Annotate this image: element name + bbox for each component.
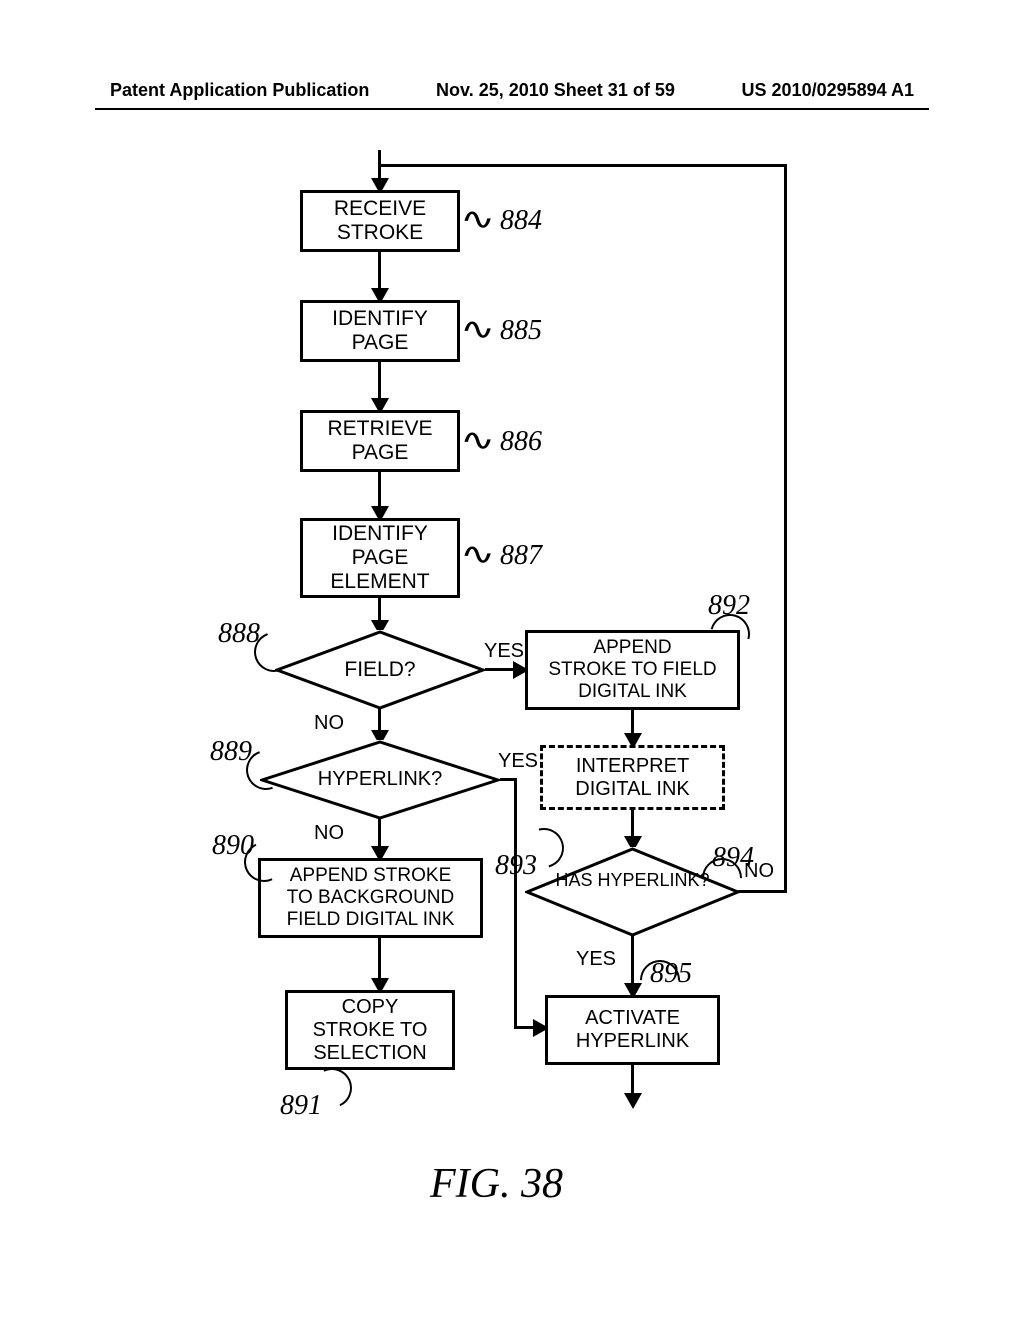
tilde-884: ∿	[460, 202, 495, 237]
flowchart-canvas: RECEIVE STROKE IDENTIFY PAGE RETRIEVE PA…	[0, 140, 1024, 1320]
node-label: INTERPRET DIGITAL INK	[575, 755, 689, 801]
node-activate-hyperlink: ACTIVATE HYPERLINK	[545, 995, 720, 1065]
node-label: RECEIVE STROKE	[334, 197, 426, 245]
ref-889: 889	[210, 736, 252, 768]
node-label: RETRIEVE PAGE	[327, 417, 432, 465]
tilde-887: ∿	[460, 537, 495, 572]
ref-885: 885	[500, 315, 542, 347]
node-copy-stroke: COPY STROKE TO SELECTION	[285, 990, 455, 1070]
node-receive-stroke: RECEIVE STROKE	[300, 190, 460, 252]
label-yes-889: YES	[498, 750, 538, 773]
node-label: IDENTIFY PAGE ELEMENT	[330, 522, 429, 594]
node-label: IDENTIFY PAGE	[332, 307, 428, 355]
figure-caption: FIG. 38	[430, 1160, 563, 1208]
node-append-field-ink: APPEND STROKE TO FIELD DIGITAL INK	[525, 630, 740, 710]
ref-887: 887	[500, 540, 542, 572]
header-rule	[95, 108, 929, 110]
node-label: APPEND STROKE TO BACKGROUND FIELD DIGITA…	[287, 865, 455, 931]
node-label: HYPERLINK?	[260, 768, 500, 790]
node-retrieve-page: RETRIEVE PAGE	[300, 410, 460, 472]
tilde-885: ∿	[460, 312, 495, 347]
label-no-888: NO	[314, 712, 344, 735]
node-append-bg-ink: APPEND STROKE TO BACKGROUND FIELD DIGITA…	[258, 858, 483, 938]
node-label: ACTIVATE HYPERLINK	[576, 1007, 689, 1053]
node-identify-element: IDENTIFY PAGE ELEMENT	[300, 518, 460, 598]
ref-888: 888	[218, 618, 260, 650]
label-no-889: NO	[314, 822, 344, 845]
node-interpret-ink: INTERPRET DIGITAL INK	[540, 745, 725, 810]
node-label: FIELD?	[275, 658, 485, 681]
ref-884: 884	[500, 205, 542, 237]
tilde-886: ∿	[460, 423, 495, 458]
header-center: Nov. 25, 2010 Sheet 31 of 59	[436, 80, 675, 101]
decision-hyperlink: HYPERLINK?	[260, 740, 500, 820]
conn-return-top-h	[380, 164, 787, 167]
conn-return-right-v	[784, 164, 787, 893]
arrow-895-exit	[624, 1093, 642, 1109]
node-identify-page: IDENTIFY PAGE	[300, 300, 460, 362]
decision-field: FIELD?	[275, 630, 485, 710]
ref-886: 886	[500, 426, 542, 458]
page-header: Patent Application Publication Nov. 25, …	[0, 80, 1024, 101]
conn-894-no-h	[738, 890, 786, 893]
label-yes-894: YES	[576, 948, 616, 971]
node-label: APPEND STROKE TO FIELD DIGITAL INK	[548, 637, 716, 703]
conn-889-down	[514, 778, 517, 1028]
header-left: Patent Application Publication	[110, 80, 369, 101]
header-right: US 2010/0295894 A1	[742, 80, 914, 101]
node-label: COPY STROKE TO SELECTION	[313, 996, 428, 1065]
